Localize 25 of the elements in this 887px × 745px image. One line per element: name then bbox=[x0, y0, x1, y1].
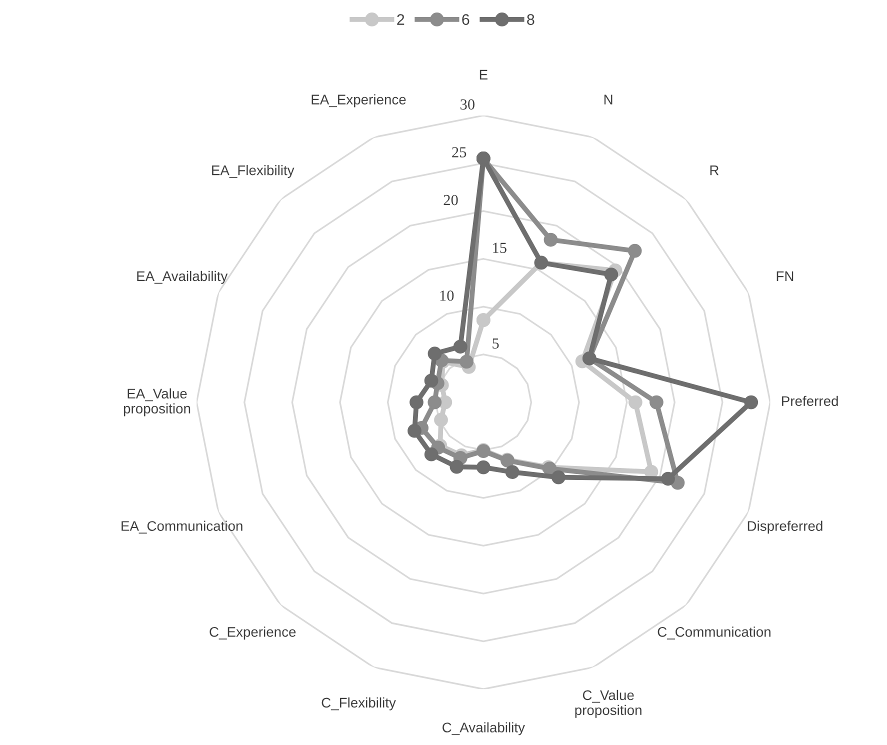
spoke-label: Preferred bbox=[782, 396, 838, 406]
legend-label: 2 bbox=[397, 14, 404, 25]
spoke-label: C_Experience bbox=[210, 626, 296, 640]
y-tick-label: 10 bbox=[440, 290, 454, 301]
spoke-label: EA_Communication bbox=[122, 520, 242, 534]
spoke-label: C_Availability bbox=[442, 722, 525, 736]
y-tick-label: 15 bbox=[493, 242, 506, 254]
spoke-label: FN bbox=[776, 271, 794, 281]
spoke-label: EA_Availability bbox=[137, 270, 228, 284]
y-tick-label: 5 bbox=[492, 338, 499, 349]
spoke-label: C_Value proposition bbox=[575, 690, 642, 718]
y-tick-label: 20 bbox=[444, 194, 458, 206]
spoke-label: EA_Flexibility bbox=[212, 165, 294, 178]
legend-label: 8 bbox=[527, 14, 534, 25]
y-tick-label: 25 bbox=[452, 147, 466, 158]
spoke-label: E bbox=[480, 70, 488, 80]
spoke-label: EA_Experience bbox=[312, 94, 406, 108]
spoke-label: EA_Value proposition bbox=[124, 388, 190, 416]
spoke-label: R bbox=[710, 166, 719, 176]
spoke-label: N bbox=[604, 94, 612, 104]
y-tick-label: 30 bbox=[460, 99, 474, 110]
spoke-label: Dispreferred bbox=[748, 520, 822, 534]
legend-label: 6 bbox=[462, 14, 470, 25]
spoke-label: C_Communication bbox=[658, 626, 770, 640]
spoke-label: C_Flexibility bbox=[322, 697, 396, 710]
